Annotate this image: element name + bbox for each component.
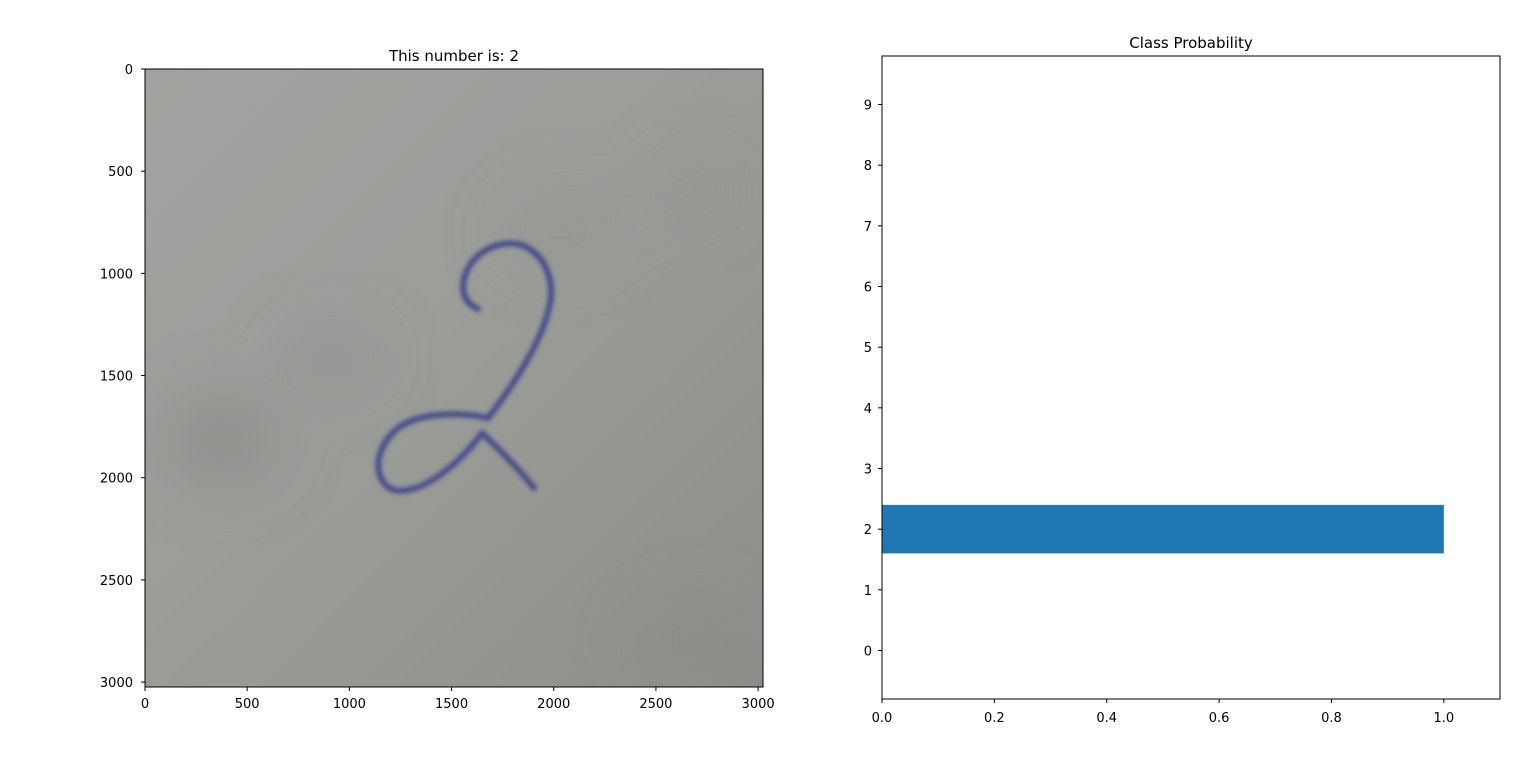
image-x-tick-label: 2000	[537, 697, 570, 712]
bar-y-tick-label: 7	[864, 220, 872, 235]
image-y-tick-label: 3000	[100, 676, 133, 691]
bar-y-tick-label: 6	[864, 281, 872, 296]
bar-x-tick-label: 1.0	[1433, 711, 1454, 726]
image-x-tick-label: 2500	[639, 697, 672, 712]
bar-x-tick-label: 0.0	[872, 711, 893, 726]
image-y-tick-label: 2500	[100, 574, 133, 589]
bar-x-tick-label: 0.6	[1209, 711, 1230, 726]
handwritten-digit	[375, 240, 555, 494]
image-x-axis: 0 500 1000 1500 2000 2500 3000	[141, 687, 775, 712]
image-y-tick-label: 1500	[100, 370, 133, 385]
image-x-tick-label: 3000	[742, 697, 775, 712]
bar-chart-title: Class Probability	[1129, 34, 1253, 52]
image-x-tick-label: 0	[141, 697, 149, 712]
bar-y-tick-label: 8	[864, 159, 872, 174]
image-x-tick-label: 500	[235, 697, 260, 712]
bar-y-tick-label: 9	[864, 99, 872, 114]
bar-y-axis: 0 1 2 3 4 5 6 7 8 9	[864, 99, 882, 659]
image-y-tick-label: 0	[125, 63, 133, 78]
image-x-tick-label: 1500	[435, 697, 468, 712]
bar-x-axis: 0.0 0.2 0.4 0.6 0.8 1.0	[872, 699, 1454, 726]
image-x-tick-label: 1000	[333, 697, 366, 712]
bar-y-tick-label: 4	[864, 402, 872, 417]
bar-x-tick-label: 0.8	[1321, 711, 1342, 726]
bars	[882, 504, 1444, 554]
image-y-tick-label: 500	[108, 165, 133, 180]
image-y-tick-label: 1000	[100, 267, 133, 282]
bar-y-tick-label: 5	[864, 341, 872, 356]
bar-plot-frame	[881, 55, 1501, 700]
image-title: This number is: 2	[388, 47, 519, 65]
image-y-axis: 0 500 1000 1500 2000 2500 3000	[100, 63, 145, 691]
image-frame	[144, 68, 764, 688]
bar-x-tick-label: 0.4	[1096, 711, 1117, 726]
bar-subplot: Class Probability 0.0 0.2 0.4 0.6 0.8 1.0 0 1 2…	[864, 34, 1501, 726]
paper-background	[145, 69, 763, 687]
bar-y-tick-label: 2	[864, 523, 872, 538]
bar-y-tick-label: 1	[864, 584, 872, 599]
bar-x-tick-label: 0.2	[984, 711, 1005, 726]
image-subplot: This number is: 2 0 500 1000 1500 2000 2500 30…	[100, 47, 775, 712]
digit-photo	[145, 69, 763, 687]
bar-class-2	[882, 504, 1444, 554]
image-y-tick-label: 2000	[100, 472, 133, 487]
bar-y-tick-label: 0	[864, 644, 872, 659]
bar-y-tick-label: 3	[864, 462, 872, 477]
